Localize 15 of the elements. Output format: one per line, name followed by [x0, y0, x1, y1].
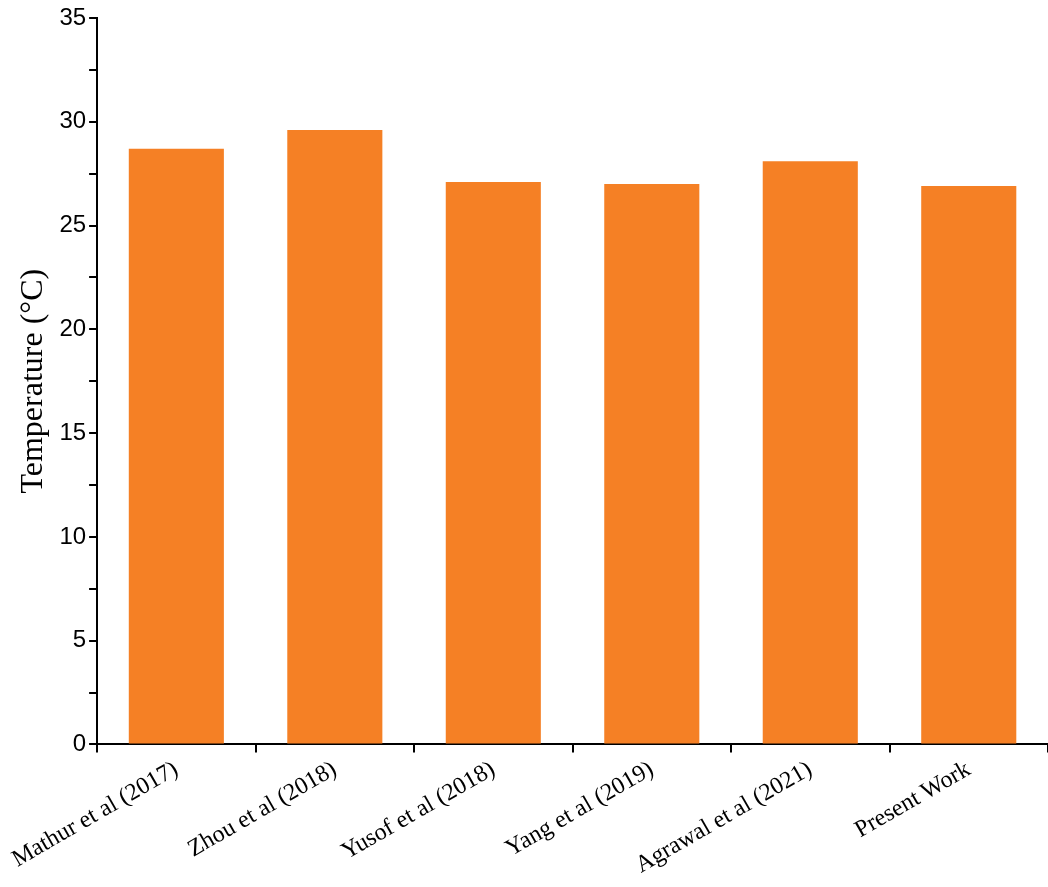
y-tick-label: 15 [59, 417, 87, 445]
y-tick-label: 20 [59, 313, 87, 341]
y-tick-label: 5 [72, 625, 87, 653]
y-axis-title: Temperature (°C) [12, 268, 49, 494]
y-tick-label: 25 [59, 210, 87, 238]
bar [921, 186, 1017, 744]
bar [445, 181, 541, 744]
y-tick-label: 0 [72, 729, 87, 757]
bar [128, 148, 224, 744]
bar [287, 130, 383, 744]
bar [762, 161, 858, 744]
y-tick-label: 30 [59, 106, 87, 134]
y-tick-label: 10 [59, 521, 87, 549]
y-tick-label: 35 [59, 2, 87, 30]
bar [604, 184, 700, 744]
